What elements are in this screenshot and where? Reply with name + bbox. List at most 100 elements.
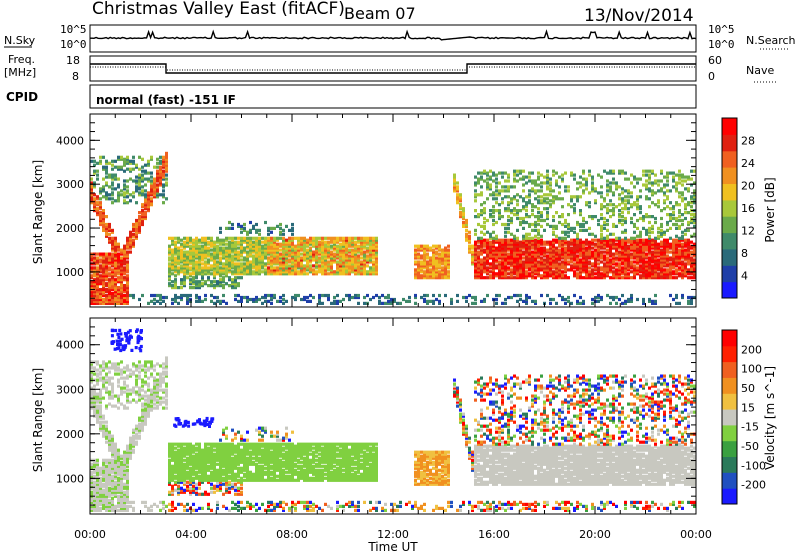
heatmap-cell [504,179,507,182]
heatmap-cell [273,237,276,240]
heatmap-cell [189,245,192,248]
heatmap-cell [189,237,192,240]
heatmap-cell [681,294,684,297]
heatmap-cell [627,211,630,214]
heatmap-cell [93,475,96,478]
heatmap-cell [162,201,165,204]
heatmap-cell [582,178,585,181]
heatmap-cell [513,207,516,210]
heatmap-cell [96,253,99,256]
heatmap-cell [510,233,513,236]
heatmap-cell [360,256,363,259]
heatmap-cell [675,217,678,220]
heatmap-cell [588,191,591,194]
heatmap-cell [648,215,651,218]
heatmap-cell [486,197,489,200]
heatmap-cell [621,302,624,305]
heatmap-cell [474,302,477,305]
heatmap-cell [204,260,207,263]
heatmap-cell [690,213,693,216]
heatmap-cell [537,207,540,210]
heatmap-cell [339,243,342,246]
heatmap-cell [660,229,663,232]
heatmap-cell [423,294,426,297]
heatmap-cell [276,243,279,246]
heatmap-cell [237,282,240,285]
heatmap-cell [618,219,621,222]
heatmap-cell [585,229,588,232]
heatmap-cell [297,270,300,273]
heatmap-cell [492,197,495,200]
heatmap-cell [630,174,633,177]
heatmap-cell [99,405,102,408]
heatmap-cell [603,197,606,200]
heatmap-cell [195,294,198,297]
heatmap-cell [183,251,186,254]
heatmap-cell [648,221,651,224]
heatmap-cell [231,227,234,230]
heatmap-cell [549,199,552,202]
heatmap-cell [534,179,537,182]
freq-panel: Freq. [MHz] 18 8 60 0 Nave [4,53,776,83]
heatmap-cell [645,239,648,242]
heatmap-cell [615,237,618,240]
heatmap-cell [114,160,117,163]
heatmap-cell [495,193,498,196]
heatmap-cell [579,209,582,212]
heatmap-cell [516,300,519,303]
heatmap-cell [354,294,357,297]
heatmap-cell [504,189,507,192]
heatmap-cell [534,205,537,208]
heatmap-cell [564,302,567,305]
heatmap-cell [432,249,435,252]
heatmap-cell [264,262,267,265]
heatmap-cell [351,237,354,240]
heatmap-cell [495,178,498,181]
heatmap-cell [123,170,126,173]
heatmap-cell [678,215,681,218]
heatmap-cell [144,211,147,214]
heatmap-cell [204,294,207,297]
heatmap-cell [459,211,462,214]
heatmap-cell [516,209,519,212]
y-tick-label: 1000 [56,266,84,279]
heatmap-cell [105,253,108,256]
heatmap-cell [615,225,618,228]
heatmap-cell [480,191,483,194]
heatmap-cell [222,294,225,297]
heatmap-cell [432,245,435,248]
heatmap-cell [654,300,657,303]
heatmap-cell [132,195,135,198]
heatmap-cell [324,294,327,297]
heatmap-cell [552,219,555,222]
heatmap-cell [534,239,537,242]
heatmap-cell [186,237,189,240]
heatmap-cell [324,237,327,240]
heatmap-cell [564,185,567,188]
heatmap-cell [621,187,624,190]
heatmap-cell [198,239,201,242]
heatmap-cell [639,264,642,267]
heatmap-cell [330,251,333,254]
heatmap-cell [513,213,516,216]
heatmap-cell [645,170,648,173]
heatmap-cell [186,251,189,254]
heatmap-cell [603,227,606,230]
heatmap-cell [576,195,579,198]
heatmap-cell [564,274,567,277]
heatmap-cell [210,237,213,240]
heatmap-cell [201,300,204,303]
heatmap-cell [663,268,666,271]
heatmap-cell [684,179,687,182]
heatmap-cell [642,227,645,230]
heatmap-cell [441,249,444,252]
heatmap-cell [429,268,432,271]
heatmap-cell [672,205,675,208]
heatmap-cell [567,296,570,299]
heatmap-cell [600,191,603,194]
heatmap-cell [282,302,285,305]
heatmap-cell [690,178,693,181]
heatmap-cell [498,189,501,192]
heatmap-cell [669,243,672,246]
heatmap-cell [249,229,252,232]
